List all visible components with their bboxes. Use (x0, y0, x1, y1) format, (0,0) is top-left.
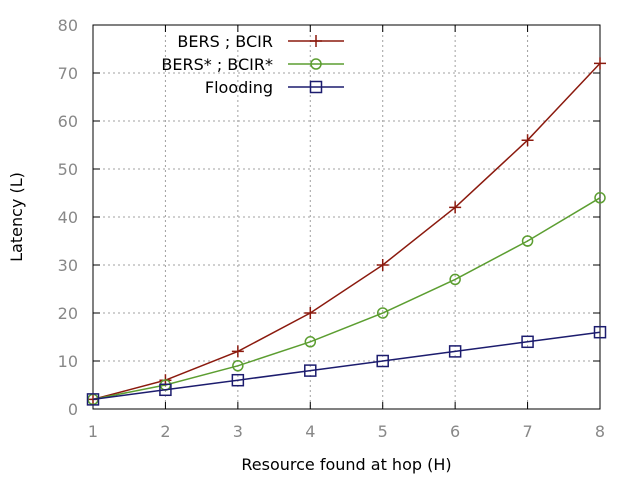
series-3-point (593, 325, 607, 339)
series-2-point (232, 360, 244, 372)
series-2-point (304, 336, 317, 348)
y-tick-label: 50 (58, 160, 78, 179)
x-tick-label: 1 (88, 422, 98, 441)
series-2-point (376, 307, 389, 319)
series-3-point (159, 383, 172, 397)
x-tick-label: 8 (595, 422, 605, 441)
legend-entry-1-marker (310, 35, 322, 47)
series-3-point (448, 345, 462, 358)
y-tick-label: 60 (58, 112, 78, 131)
series-2-point (594, 192, 606, 204)
series-1-point (594, 57, 606, 70)
x-tick-label: 5 (378, 422, 388, 441)
axis-ticks: 0 10 20 30 40 50 60 70 80 1 2 3 4 5 6 7 8 (58, 16, 605, 441)
y-tick-label: 40 (58, 208, 78, 227)
series-2-point (449, 273, 461, 286)
legend-entry-3-label: Flooding (205, 78, 273, 97)
x-axis-label: Resource found at hop (H) (241, 455, 451, 474)
series-1-point (521, 134, 534, 147)
series-3 (86, 325, 607, 406)
series-3-point (86, 393, 100, 406)
grid (93, 25, 600, 409)
y-tick-label: 0 (68, 400, 78, 419)
legend-entry-3: Flooding (205, 78, 344, 97)
series-3-point (304, 364, 317, 377)
series-1-point (304, 307, 317, 319)
series-3-line (92, 331, 601, 401)
series-3-point (376, 354, 389, 368)
series-2-point (521, 235, 534, 247)
x-tick-label: 4 (305, 422, 315, 441)
y-tick-label: 80 (58, 16, 78, 35)
legend-entry-2: BERS* ; BCIR* (161, 55, 344, 74)
y-axis-label: Latency (L) (7, 172, 26, 262)
y-tick-label: 20 (58, 304, 78, 323)
series-1-line (92, 62, 601, 401)
series-1-point (449, 201, 462, 214)
y-tick-label: 70 (58, 64, 78, 83)
series-1 (87, 57, 606, 406)
x-tick-label: 2 (160, 422, 170, 441)
y-tick-label: 10 (58, 352, 78, 371)
y-tick-label: 30 (58, 256, 78, 275)
series-2-line (92, 197, 601, 401)
series-3-point (231, 373, 245, 387)
legend-entry-2-marker (310, 58, 322, 70)
legend: BERS ; BCIR BERS* ; BCIR* Flooding (161, 32, 344, 97)
series-3-point (521, 335, 534, 349)
series-group (86, 57, 607, 406)
x-tick-label: 3 (233, 422, 243, 441)
series-2 (87, 192, 606, 406)
x-tick-label: 7 (522, 422, 532, 441)
series-1-point (376, 259, 389, 271)
x-tick-label: 6 (450, 422, 460, 441)
legend-entry-3-marker (309, 80, 323, 94)
series-1-point (231, 345, 244, 358)
legend-entry-2-label: BERS* ; BCIR* (161, 55, 273, 74)
legend-entry-1: BERS ; BCIR (177, 32, 344, 51)
legend-entry-1-label: BERS ; BCIR (177, 32, 273, 51)
